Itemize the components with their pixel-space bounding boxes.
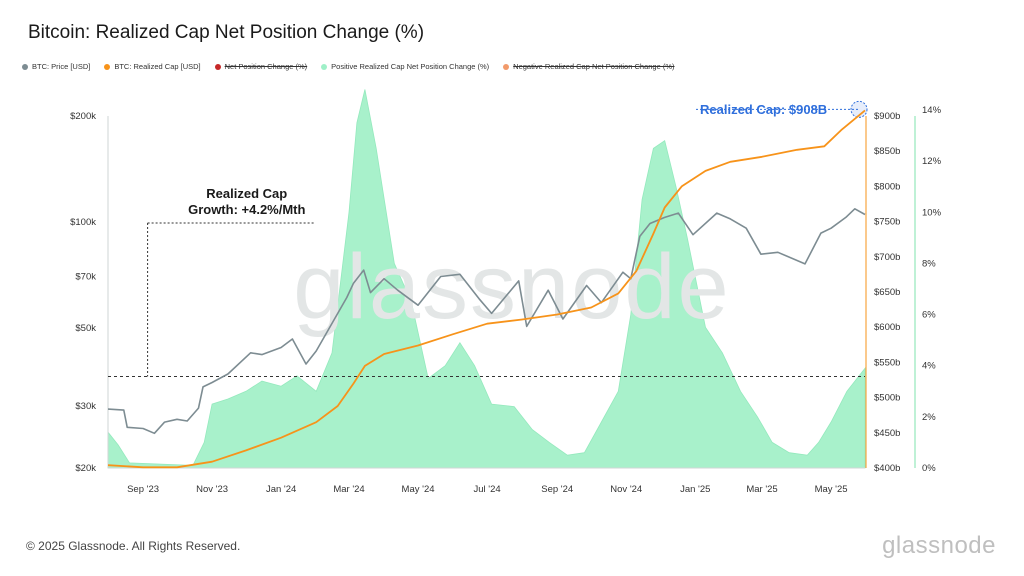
y-left-tick-label: $20k <box>75 463 96 474</box>
chart-legend: BTC: Price [USD] BTC: Realized Cap [USD]… <box>22 62 675 71</box>
y-right-percent-tick-label: 2% <box>922 412 936 423</box>
x-tick-label: Jan '24 <box>266 484 296 495</box>
x-tick-label: May '25 <box>815 484 848 495</box>
y-right-cap-tick-label: $650b <box>874 287 900 298</box>
y-right-percent-tick-label: 0% <box>922 463 936 474</box>
axis-layer: $20k $30k $50k $70k $100k $200k $400b $450b $500… <box>70 105 941 495</box>
growth-annotation-line2: Growth: +4.2%/Mth <box>188 202 305 217</box>
x-tick-label: Sep '24 <box>541 484 573 495</box>
positive-change-area <box>107 89 866 469</box>
legend-swatch-realized-cap <box>104 63 111 70</box>
legend-item-price[interactable]: BTC: Price [USD] <box>22 62 90 71</box>
y-right-percent-tick-label: 4% <box>922 361 936 372</box>
y-right-cap-tick-label: $500b <box>874 393 900 404</box>
area-layer <box>107 89 866 469</box>
legend-swatch-positive-change <box>321 63 328 70</box>
legend-item-positive-change[interactable]: Positive Realized Cap Net Position Chang… <box>321 62 489 71</box>
y-left-tick-label: $100k <box>70 217 96 228</box>
legend-swatch-net-position <box>214 63 221 70</box>
x-tick-label: Nov '24 <box>610 484 642 495</box>
legend-item-negative-change[interactable]: Negative Realized Cap Net Position Chang… <box>503 62 675 71</box>
y-right-cap-tick-label: $900b <box>874 111 900 122</box>
y-right-percent-tick-label: 12% <box>922 156 942 167</box>
realized-cap-line <box>107 109 866 469</box>
legend-label-price: BTC: Price [USD] <box>32 62 91 71</box>
legend-label-net-position: Net Position Change (%) <box>224 62 308 71</box>
x-tick-label: Sep '23 <box>127 484 159 495</box>
x-tick-label: Mar '24 <box>333 484 364 495</box>
y-right-percent-tick-label: 14% <box>922 105 942 116</box>
chart-watermark: glassnode <box>293 236 730 338</box>
y-right-cap-tick-label: $600b <box>874 322 900 333</box>
footer-brand-logo: glassnode <box>882 532 996 559</box>
line-layer <box>107 109 866 469</box>
legend-item-realized-cap[interactable]: BTC: Realized Cap [USD] <box>104 62 201 71</box>
legend-swatch-negative-change <box>503 63 510 70</box>
y-right-percent-tick-label: 6% <box>922 310 936 321</box>
y-right-cap-tick-label: $400b <box>874 463 900 474</box>
y-left-tick-label: $200k <box>70 111 96 122</box>
page-title: Bitcoin: Realized Cap Net Position Chang… <box>28 22 425 43</box>
legend-item-net-position[interactable]: Net Position Change (%) <box>214 62 308 71</box>
growth-annotation-line1: Realized Cap <box>206 186 287 201</box>
y-right-cap-tick-label: $750b <box>874 217 900 228</box>
final-cap-marker <box>850 100 868 118</box>
legend-label-positive-change: Positive Realized Cap Net Position Chang… <box>331 62 490 71</box>
y-left-tick-label: $30k <box>75 401 96 412</box>
legend-label-negative-change: Negative Realized Cap Net Position Chang… <box>513 62 675 71</box>
legend-label-realized-cap: BTC: Realized Cap [USD] <box>114 62 201 71</box>
y-right-cap-tick-label: $850b <box>874 146 900 157</box>
y-left-tick-label: $50k <box>75 323 96 334</box>
legend-swatch-price <box>22 63 28 70</box>
x-tick-label: Mar '25 <box>746 484 777 495</box>
y-right-percent-tick-label: 8% <box>922 258 936 269</box>
x-tick-label: Jul '24 <box>473 484 500 495</box>
y-right-cap-tick-label: $700b <box>874 252 900 263</box>
y-right-cap-tick-label: $450b <box>874 428 900 439</box>
final-cap-label: Realized Cap: $908B <box>700 102 827 117</box>
annotation-layer <box>108 100 868 377</box>
x-tick-label: Jan '25 <box>680 484 710 495</box>
y-right-percent-tick-label: 10% <box>922 207 942 218</box>
price-line <box>107 208 866 435</box>
y-right-cap-tick-label: $550b <box>874 357 900 368</box>
x-tick-label: May '24 <box>402 484 435 495</box>
y-left-tick-label: $70k <box>75 271 96 282</box>
footer-copyright: © 2025 Glassnode. All Rights Reserved. <box>26 539 241 553</box>
y-right-cap-tick-label: $800b <box>874 181 900 192</box>
x-tick-label: Nov '23 <box>196 484 228 495</box>
